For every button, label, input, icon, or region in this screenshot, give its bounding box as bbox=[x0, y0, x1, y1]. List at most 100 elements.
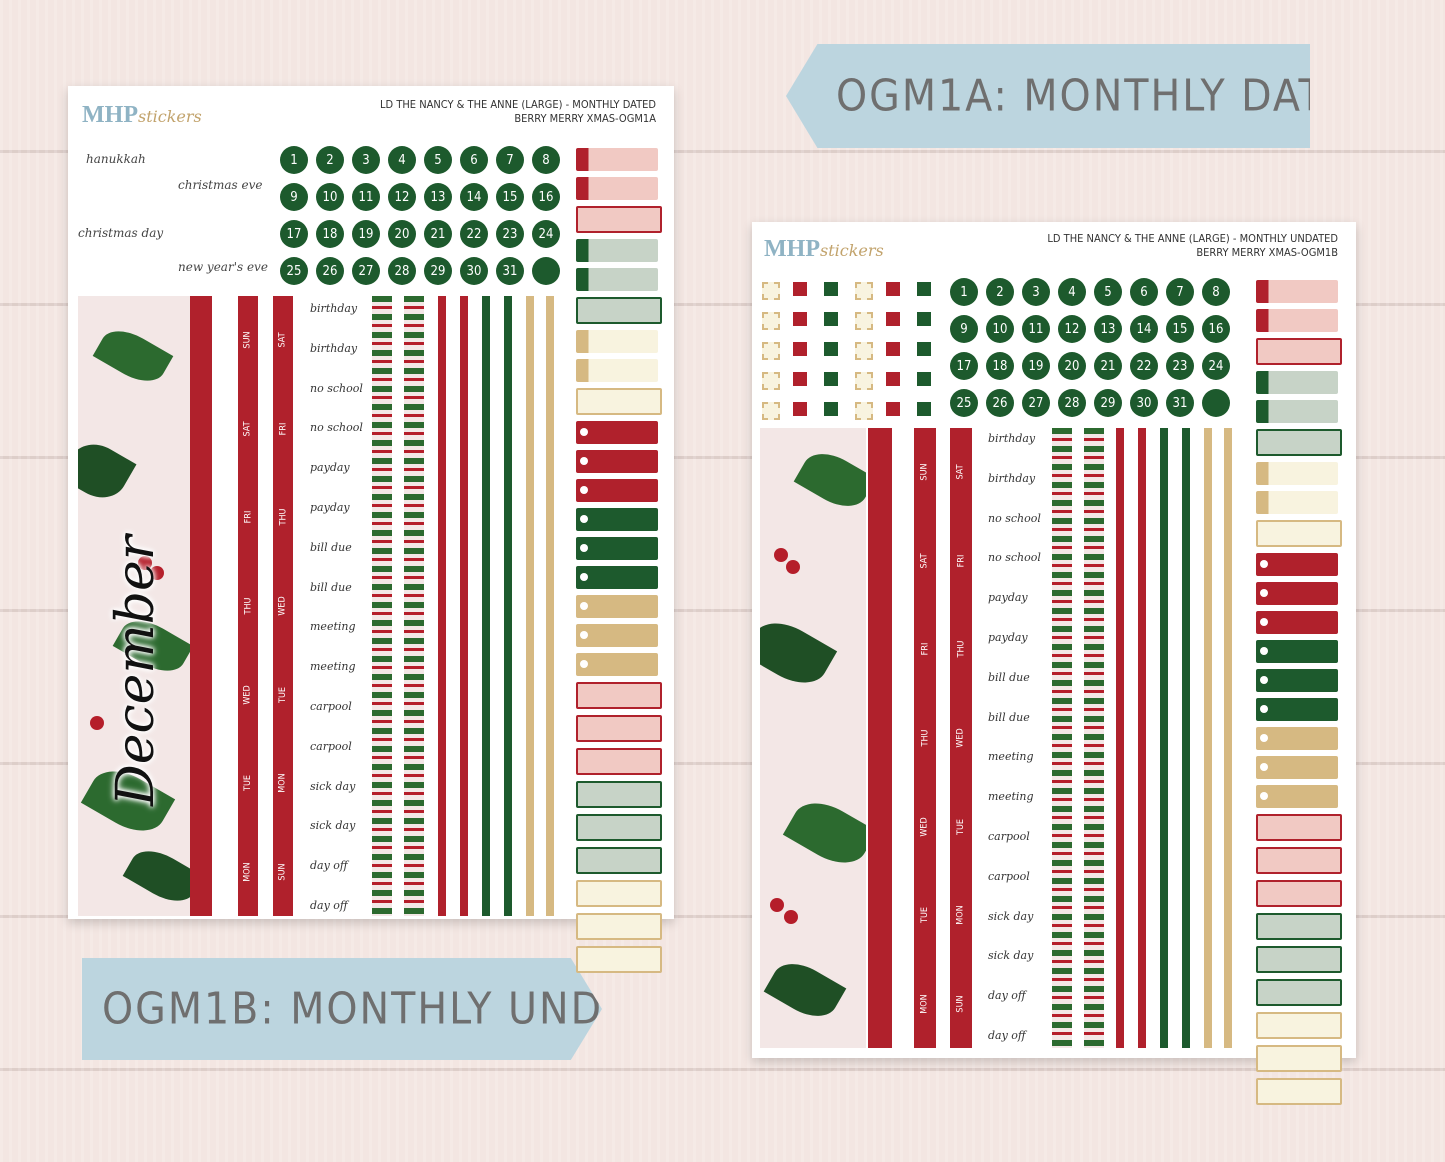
box-sticker bbox=[1256, 611, 1338, 634]
box-sticker bbox=[1256, 400, 1338, 423]
date-dot: 31 bbox=[1166, 389, 1194, 417]
color-stripe bbox=[1138, 428, 1146, 1048]
event-word: no school bbox=[988, 551, 1041, 565]
event-word: day off bbox=[310, 898, 348, 912]
weekday-label: WED bbox=[277, 596, 288, 616]
weekday-label: SUN bbox=[919, 463, 930, 481]
date-dot: 10 bbox=[986, 315, 1014, 343]
weekday-label: SUN bbox=[277, 863, 288, 881]
date-dots-grid: 1 2 3 4 5 6 7 8 9 10 11 12 13 14 15 16 17 18 19 20 21 22 23 24 2… bbox=[280, 146, 560, 285]
checkbox-square bbox=[855, 342, 873, 360]
checkbox-square bbox=[762, 342, 780, 360]
holiday-label: new year's eve bbox=[178, 260, 268, 274]
checkbox-square bbox=[886, 402, 900, 416]
date-dot: 30 bbox=[1130, 389, 1158, 417]
box-sticker bbox=[576, 566, 658, 589]
date-dot: 29 bbox=[424, 257, 452, 285]
date-dot: 18 bbox=[316, 220, 344, 248]
date-dot: 22 bbox=[1130, 352, 1158, 380]
logo-script: stickers bbox=[819, 241, 884, 260]
checkbox-square bbox=[855, 402, 873, 420]
label-tag-ogm1a: OGM1A: MONTHLY DATED bbox=[786, 44, 1310, 148]
box-sticker bbox=[576, 624, 658, 647]
event-word: no school bbox=[310, 381, 363, 395]
date-dot: 11 bbox=[352, 183, 380, 211]
holiday-label: christmas day bbox=[78, 226, 164, 240]
checkbox-square bbox=[917, 342, 931, 356]
date-dot: 16 bbox=[1202, 315, 1230, 343]
weekday-label: THU bbox=[920, 729, 930, 747]
date-dot: 22 bbox=[460, 220, 488, 248]
box-sticker bbox=[1256, 698, 1338, 721]
box-sticker bbox=[576, 239, 658, 262]
box-sticker bbox=[576, 847, 662, 874]
box-sticker bbox=[1256, 491, 1338, 514]
box-sticker bbox=[576, 177, 658, 200]
date-dot: 2 bbox=[316, 146, 344, 174]
sheet-b-subtitle: BERRY MERRY XMAS-OGM1B bbox=[1196, 246, 1338, 259]
event-word: no school bbox=[310, 421, 363, 435]
box-sticker bbox=[576, 206, 662, 233]
box-sticker bbox=[576, 268, 658, 291]
date-dot: 7 bbox=[1166, 278, 1194, 306]
checkbox-square bbox=[917, 372, 931, 386]
box-sticker bbox=[1256, 756, 1338, 779]
checkbox-square bbox=[917, 402, 931, 416]
weekday-label: WED bbox=[955, 728, 966, 748]
event-word: bill due bbox=[988, 710, 1030, 724]
date-dot: 2 bbox=[986, 278, 1014, 306]
sticker-sheet-b: MHPstickers LD THE NANCY & THE ANNE (LAR… bbox=[752, 222, 1356, 1105]
event-word: meeting bbox=[310, 660, 356, 674]
box-sticker bbox=[1256, 280, 1338, 303]
date-dot: 21 bbox=[1094, 352, 1122, 380]
box-sticker bbox=[576, 748, 662, 775]
box-sticker bbox=[576, 946, 662, 973]
event-word: birthday bbox=[988, 471, 1036, 485]
checkbox-square bbox=[824, 312, 838, 326]
checkbox-square bbox=[886, 342, 900, 356]
box-sticker bbox=[576, 508, 658, 531]
sheet-a-subtitle: BERRY MERRY XMAS-OGM1A bbox=[514, 112, 656, 125]
box-sticker bbox=[1256, 338, 1342, 365]
date-dot: 14 bbox=[1130, 315, 1158, 343]
date-dot bbox=[1202, 389, 1230, 417]
holiday-label: christmas eve bbox=[178, 178, 263, 192]
event-word: payday bbox=[310, 461, 350, 475]
date-dot: 15 bbox=[1166, 315, 1194, 343]
washi-strip-1 bbox=[372, 296, 392, 916]
holly-strip bbox=[760, 428, 866, 1048]
event-word: birthday bbox=[310, 341, 358, 355]
holiday-label: hanukkah bbox=[86, 152, 146, 166]
weekday-label: MON bbox=[242, 861, 253, 882]
tag-b-text: OGM1B: MONTHLY UNDATED bbox=[102, 983, 714, 1035]
washi-strip-2 bbox=[1084, 428, 1104, 1048]
checkbox-square bbox=[824, 342, 838, 356]
date-dot: 17 bbox=[950, 352, 978, 380]
date-dot: 20 bbox=[1058, 352, 1086, 380]
weekday-label: TUE bbox=[243, 775, 253, 792]
box-sticker bbox=[1256, 640, 1338, 663]
box-sticker bbox=[576, 297, 662, 324]
checkbox-square bbox=[762, 372, 780, 390]
weekday-label: SUN bbox=[955, 995, 966, 1013]
color-stripe bbox=[1204, 428, 1212, 1048]
weekday-label: MON bbox=[919, 993, 930, 1014]
box-sticker bbox=[1256, 462, 1338, 485]
event-word: payday bbox=[988, 591, 1028, 605]
date-dot: 30 bbox=[460, 257, 488, 285]
weekday-strip-1: SUN SAT FRI THU WED TUE MON bbox=[238, 296, 258, 916]
weekday-label: SAT bbox=[920, 553, 930, 569]
weekday-label: THU bbox=[243, 597, 253, 615]
checkbox-square bbox=[855, 312, 873, 330]
event-words-column: birthday birthday no school no school payday… bbox=[310, 302, 363, 912]
box-sticker bbox=[1256, 880, 1342, 907]
sheet-b-logo: MHPstickers bbox=[764, 236, 884, 263]
box-sticker bbox=[1256, 1045, 1342, 1072]
date-dot: 5 bbox=[1094, 278, 1122, 306]
weekday-label: WED bbox=[242, 684, 253, 705]
weekday-label: MON bbox=[955, 905, 966, 925]
logo-script: stickers bbox=[137, 107, 202, 126]
date-dot: 4 bbox=[388, 146, 416, 174]
sheet-a-header: LD THE NANCY & THE ANNE (LARGE) - MONTHL… bbox=[380, 98, 656, 126]
weekday-label: TUE bbox=[278, 686, 288, 703]
